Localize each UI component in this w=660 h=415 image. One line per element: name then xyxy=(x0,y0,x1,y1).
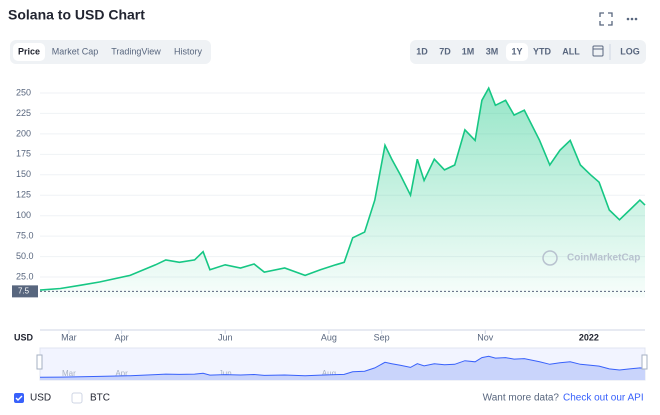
nav-area xyxy=(40,356,645,380)
fullscreen-icon[interactable] xyxy=(599,12,613,26)
x-tick-label: Mar xyxy=(61,332,77,342)
range[interactable]: 1D xyxy=(416,46,428,56)
y-tick-label: 25.0 xyxy=(16,271,34,281)
option-label: BTC xyxy=(90,393,110,404)
nav-tick-label: Jun xyxy=(219,369,232,378)
range[interactable]: YTD xyxy=(533,46,552,56)
start-box xyxy=(12,285,38,298)
range-active xyxy=(506,43,528,61)
y-tick-label: 50.0 xyxy=(16,251,34,261)
checkmark xyxy=(15,395,23,401)
nav-tick-label: Aug xyxy=(322,369,336,378)
checkbox-usd[interactable] xyxy=(14,393,24,403)
api-link[interactable]: Check out our API xyxy=(563,393,644,404)
nav-tick-label: Apr xyxy=(115,369,128,378)
y-tick-label: 250 xyxy=(16,87,31,97)
tab[interactable]: Price xyxy=(18,46,40,56)
x-tick-label: Jun xyxy=(218,332,233,342)
watermark-logo xyxy=(542,250,558,266)
watermark: CoinMarketCap xyxy=(567,253,640,264)
range[interactable]: ALL xyxy=(562,46,580,56)
x-tick-label: Sep xyxy=(374,332,390,342)
tab-group xyxy=(10,40,211,64)
nav-handle[interactable] xyxy=(36,354,43,370)
range[interactable]: 1M xyxy=(462,46,475,56)
y-tick-label: 150 xyxy=(16,169,31,179)
line xyxy=(39,86,646,291)
tab-active xyxy=(13,43,45,61)
more-icon[interactable] xyxy=(626,17,638,21)
nav-tick-label: Mar xyxy=(62,369,76,378)
checkbox-btc[interactable] xyxy=(71,392,83,404)
y-tick-label: 225 xyxy=(16,108,31,118)
x-tick-label: Apr xyxy=(115,332,129,342)
y-tick-label: 100 xyxy=(16,210,31,220)
calendar-icon[interactable] xyxy=(592,45,604,57)
tab[interactable]: TradingView xyxy=(111,46,161,56)
currency-label: USD xyxy=(14,332,34,342)
nav-line xyxy=(39,355,646,378)
x-tick-label: Aug xyxy=(321,332,337,342)
tab[interactable]: History xyxy=(174,46,203,56)
y-tick-label: 75.0 xyxy=(16,231,34,241)
y-tick-label: 125 xyxy=(16,190,31,200)
option-label: USD xyxy=(30,393,51,404)
x-tick-label: 2022 xyxy=(579,332,599,342)
range[interactable]: 3M xyxy=(486,46,499,56)
y-tick-label: 200 xyxy=(16,128,31,138)
title: Solana to USD Chart xyxy=(8,7,145,23)
range[interactable]: 7D xyxy=(439,46,451,56)
tab[interactable]: Market Cap xyxy=(52,46,99,56)
range[interactable]: LOG xyxy=(620,46,640,56)
x-tick-label: Nov xyxy=(477,332,494,342)
nav-handle[interactable] xyxy=(641,354,648,370)
prompt: Want more data? xyxy=(483,393,560,404)
y-tick-label: 175 xyxy=(16,149,31,159)
start-label: 7.5 xyxy=(18,286,30,295)
range[interactable]: 1Y xyxy=(511,46,522,56)
area xyxy=(40,88,645,298)
